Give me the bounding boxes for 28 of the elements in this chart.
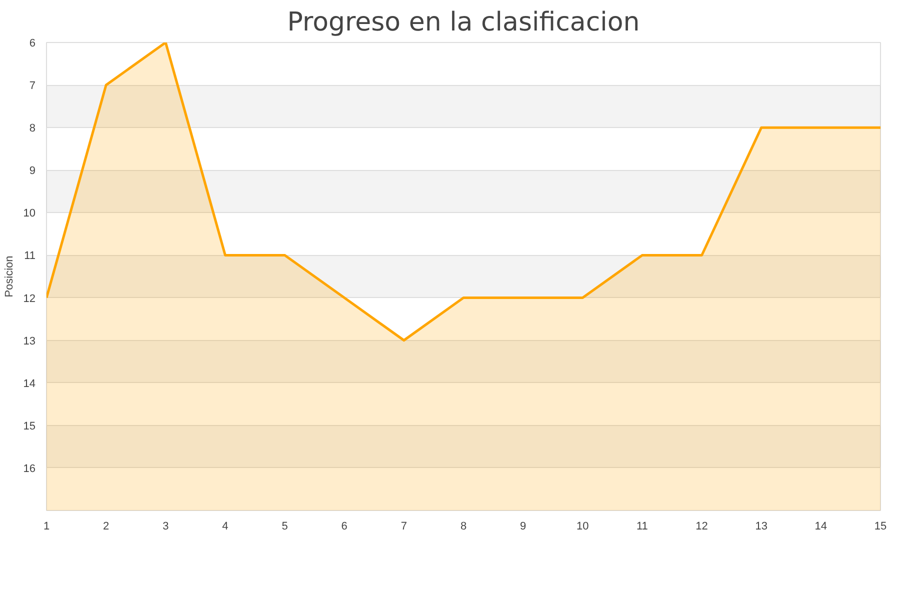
y-tick-label: 8 [29,122,36,135]
x-tick-label: 11 [636,520,648,532]
x-tick-label: 9 [520,520,526,532]
x-tick-label: 12 [696,520,708,532]
y-axis-title: Posicion [3,256,16,298]
y-tick-label: 11 [24,250,36,262]
x-tick-label: 3 [162,520,169,532]
y-tick-label: 14 [23,378,36,390]
x-tick-label: 4 [222,520,228,532]
y-tick-label: 9 [29,165,36,178]
y-tick-label: 12 [23,292,36,305]
x-tick-label: 10 [576,520,589,532]
x-tick-label: 15 [874,520,887,532]
y-tick-label: 10 [23,208,36,220]
chart-title: Progreso en la clasificacion [287,8,640,38]
x-tick-label: 2 [103,520,110,532]
x-tick-label: 1 [43,520,50,532]
x-tick-label: 5 [282,520,288,532]
x-tick-label: 14 [814,520,828,532]
y-tick-label: 7 [29,80,36,92]
x-tick-label: 13 [755,520,768,532]
x-tick-label: 8 [460,520,467,532]
x-tick-label: 6 [341,520,348,532]
y-tick-label: 16 [23,462,36,475]
y-tick-label: 6 [29,38,36,50]
x-tick-label: 7 [400,520,407,532]
y-tick-label: 15 [23,420,36,432]
y-tick-label: 13 [23,335,36,348]
